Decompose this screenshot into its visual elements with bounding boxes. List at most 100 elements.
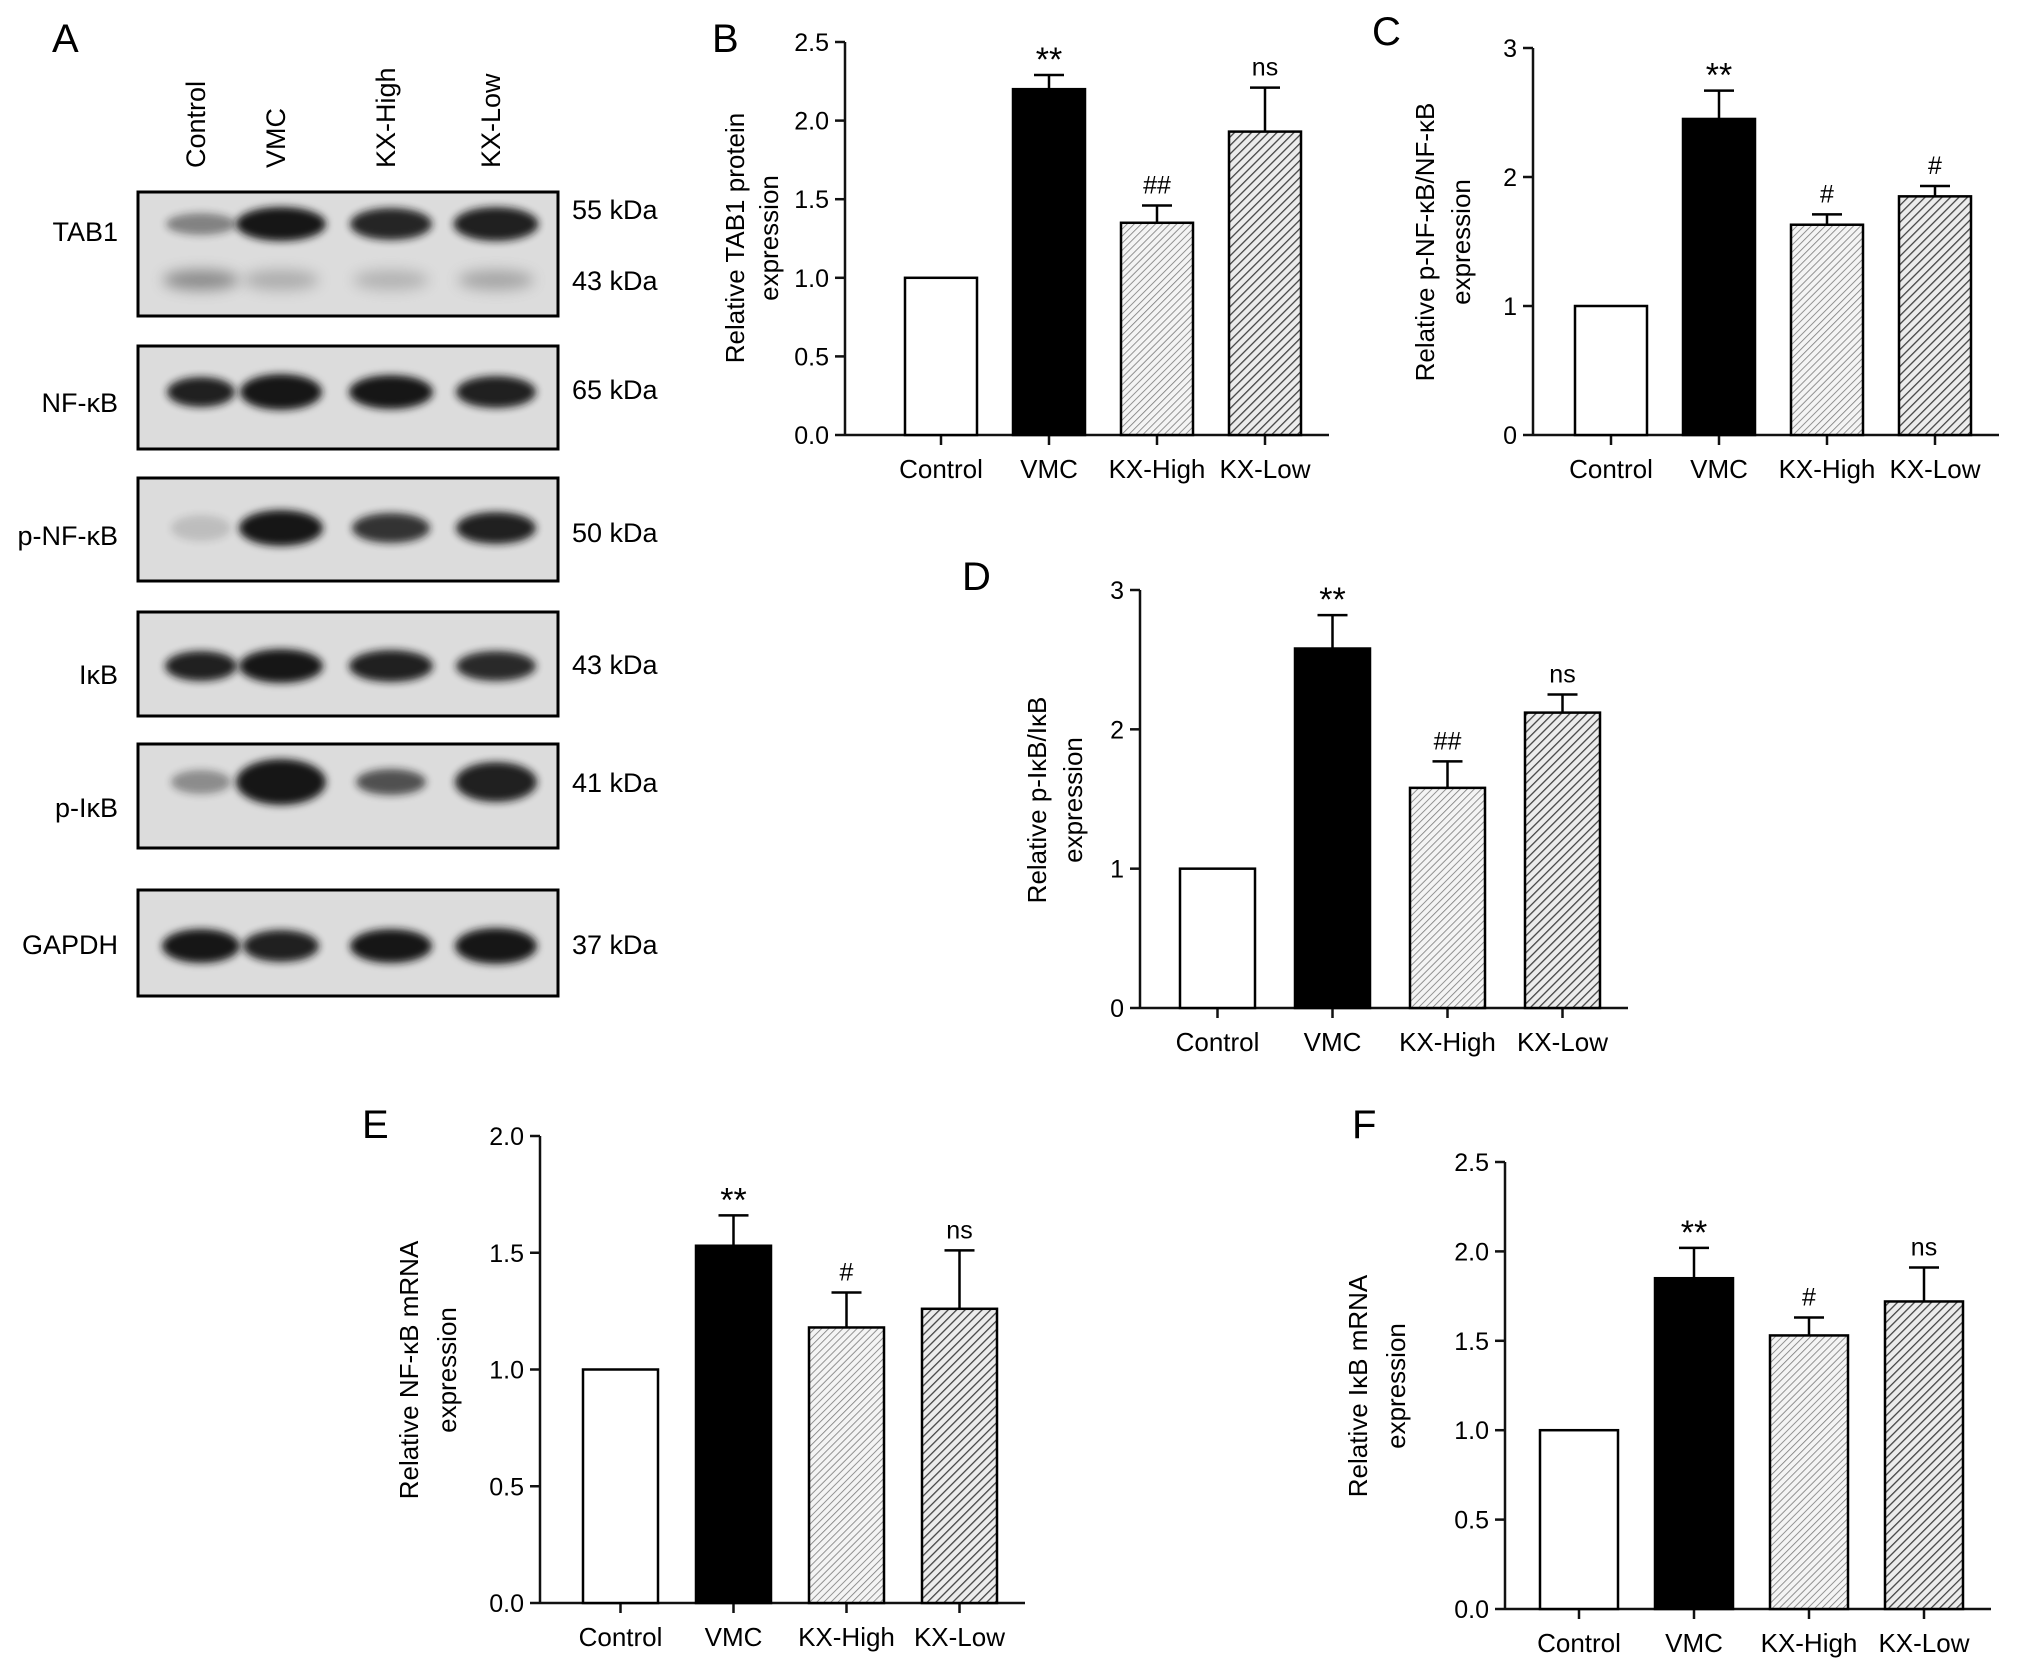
blot-band	[243, 930, 319, 962]
y-tick-label: 0	[1110, 995, 1124, 1023]
significance-label: **	[1319, 581, 1345, 619]
bar-chart-b: B 0.0 0.5 1.0 1.5 2.0 2.5 Relative TAB1 protei…	[712, 17, 1329, 484]
blot-row: TAB1 55 kDa 43 kDa	[52, 190, 659, 318]
bar	[1178, 867, 1257, 1010]
significance-label: **	[1681, 1214, 1707, 1252]
significance-label: **	[1036, 41, 1062, 79]
y-axis-label: expression	[1381, 1323, 1411, 1449]
y-tick-label: 2	[1110, 716, 1124, 744]
significance-label: **	[1706, 57, 1732, 95]
significance-label: #	[1928, 152, 1942, 180]
y-tick-label: 0.5	[489, 1473, 524, 1501]
bar	[1227, 130, 1303, 437]
bar	[1681, 117, 1757, 437]
blot-band	[455, 762, 537, 802]
lane-label: KX-High	[371, 67, 401, 168]
bar	[1789, 223, 1865, 437]
blot-band	[456, 512, 536, 544]
y-axis-label: expression	[432, 1307, 462, 1433]
x-tick-label: KX-Low	[1889, 454, 1980, 484]
x-tick-label: Control	[1569, 454, 1653, 484]
blot-row: p-NF-κB 50 kDa	[18, 476, 659, 583]
panel-label-c: C	[1372, 10, 1401, 54]
significance-label: #	[1802, 1284, 1816, 1312]
band-size-label: 37 kDa	[572, 930, 659, 960]
lane-label: Control	[181, 81, 211, 168]
panel-label-d: D	[962, 555, 991, 599]
y-tick-label: 1.0	[1454, 1417, 1489, 1445]
bar-chart-c: C 0 1 2 3 Relative p-NF-κB/NF-κB expression Co…	[1372, 10, 1999, 484]
blot-band	[166, 213, 236, 235]
x-tick-label: VMC	[1304, 1027, 1362, 1057]
y-tick-label: 0.0	[794, 422, 829, 450]
y-tick-label: 3	[1503, 35, 1517, 63]
y-tick-label: 2.5	[1454, 1149, 1489, 1177]
panel-label-e: E	[362, 1103, 389, 1147]
y-axis-label: Relative p-NF-κB/NF-κB	[1410, 103, 1440, 382]
blot-band	[349, 650, 433, 682]
blot-band	[162, 929, 240, 963]
blot-band	[171, 770, 231, 794]
x-tick-label: VMC	[705, 1622, 763, 1652]
x-tick-label: KX-High	[1399, 1027, 1496, 1057]
blot-band	[349, 375, 433, 409]
bar	[807, 1326, 886, 1605]
protein-label: GAPDH	[22, 930, 118, 960]
x-tick-label: KX-Low	[914, 1622, 1005, 1652]
panel-label-b: B	[712, 17, 739, 61]
blot-band	[236, 759, 326, 805]
y-tick-label: 2.5	[794, 29, 829, 57]
y-tick-label: 0.5	[794, 343, 829, 371]
blot-band	[239, 649, 323, 683]
blot-band	[171, 515, 231, 541]
blot-band	[453, 207, 539, 241]
lane-labels: Control VMC KX-High KX-Low	[181, 67, 506, 168]
y-tick-label: 2.0	[489, 1123, 524, 1151]
blot-row: GAPDH 37 kDa	[22, 888, 659, 998]
x-tick-label: KX-Low	[1219, 454, 1310, 484]
y-tick-label: 1.5	[794, 186, 829, 214]
significance-label: ##	[1434, 727, 1462, 755]
blot-band	[350, 929, 432, 963]
bar	[1653, 1276, 1735, 1611]
blot-band	[239, 510, 323, 546]
blot-band	[456, 651, 536, 681]
band-size-label: 43 kDa	[572, 266, 659, 296]
blot-band-minor	[458, 270, 534, 290]
blot-band	[456, 376, 536, 408]
panel-label-a: A	[52, 17, 79, 61]
blot-band	[165, 651, 237, 681]
protein-label: p-IκB	[55, 793, 118, 823]
y-tick-label: 1.5	[489, 1240, 524, 1268]
bar-chart-e: E 0.0 0.5 1.0 1.5 2.0 Relative NF-κB mRNA expr…	[362, 1103, 1025, 1652]
bar-chart-d: D 0 1 2 3 Relative p-IκB/IκB expression Contro…	[962, 555, 1628, 1057]
y-tick-label: 1	[1110, 856, 1124, 884]
panel-label-f: F	[1352, 1103, 1376, 1147]
significance-label: ns	[1252, 54, 1278, 82]
y-tick-label: 1.5	[1454, 1328, 1489, 1356]
y-tick-label: 2.0	[1454, 1238, 1489, 1266]
significance-label: ns	[1549, 661, 1575, 689]
significance-label: #	[840, 1258, 854, 1286]
x-tick-label: VMC	[1020, 454, 1078, 484]
blot-band	[167, 377, 235, 407]
bar	[1293, 647, 1372, 1010]
blot-row: p-IκB 41 kDa	[55, 742, 659, 850]
bar	[903, 276, 979, 437]
x-tick-label: KX-High	[1761, 1628, 1858, 1658]
band-size-label: 43 kDa	[572, 650, 659, 680]
blot-rows: TAB1 55 kDa 43 kDa NF-κB 65 kDa p-NF-κB 50 kDa…	[18, 190, 659, 998]
bar	[1523, 711, 1602, 1010]
bar	[694, 1244, 773, 1605]
blot-band	[236, 207, 326, 241]
x-tick-label: Control	[1537, 1628, 1621, 1658]
y-tick-label: 0.0	[489, 1590, 524, 1618]
significance-label: #	[1820, 180, 1834, 208]
blot-band	[356, 769, 426, 795]
protein-label: IκB	[79, 660, 118, 690]
bar	[581, 1368, 660, 1605]
x-tick-label: VMC	[1665, 1628, 1723, 1658]
y-tick-label: 2.0	[794, 108, 829, 136]
y-axis-label: Relative IκB mRNA	[1343, 1274, 1373, 1497]
